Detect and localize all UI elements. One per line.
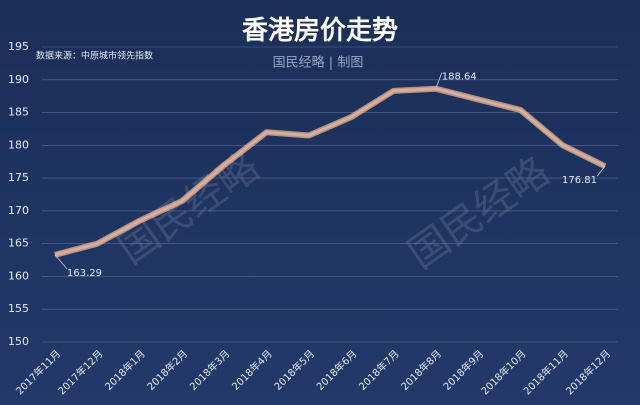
- y-tick-label: 175: [8, 171, 29, 184]
- credit: 国民经略 | 制图: [273, 55, 364, 71]
- data-label: 188.64: [442, 72, 477, 83]
- data-label: 163.29: [67, 268, 102, 279]
- y-tick-label: 150: [8, 335, 29, 348]
- label-leader: [435, 72, 443, 89]
- source-note: 数据来源：中原城市领先指数: [36, 50, 153, 62]
- y-tick-label: 165: [8, 237, 29, 250]
- y-tick-label: 190: [8, 73, 29, 86]
- label-leader: [54, 254, 68, 270]
- line: [54, 87, 606, 257]
- chart-title: 香港房价走势: [242, 16, 398, 46]
- y-tick-label: 185: [8, 106, 29, 119]
- y-tick-label: 170: [8, 204, 29, 217]
- y-tick-label: 180: [8, 138, 29, 151]
- label-leader: [596, 165, 606, 177]
- y-tick-label: 155: [8, 302, 29, 315]
- y-tick-label: 160: [8, 269, 29, 282]
- y-tick-label: 195: [8, 40, 29, 53]
- data-label: 176.81: [562, 175, 597, 186]
